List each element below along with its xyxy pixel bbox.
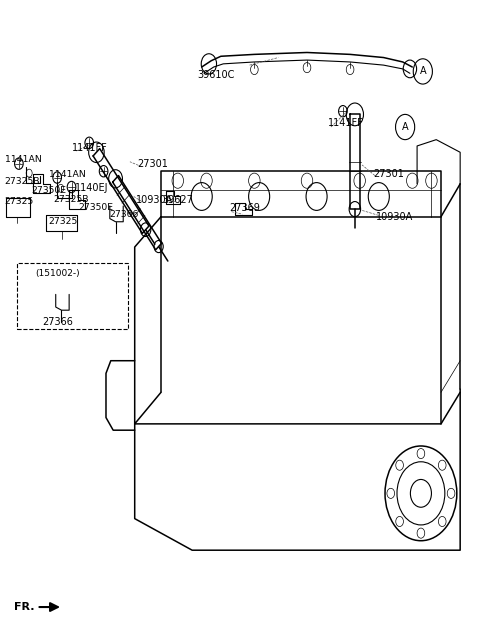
Text: 1141AN: 1141AN [4, 155, 41, 165]
Text: 27325B: 27325B [4, 177, 40, 186]
Text: FR.: FR. [14, 602, 35, 612]
Text: 1141FF: 1141FF [327, 118, 363, 128]
Text: 10930A: 10930A [136, 195, 173, 204]
Text: 27325: 27325 [48, 217, 78, 226]
Text: 27366: 27366 [110, 210, 139, 218]
Text: 27366: 27366 [43, 316, 73, 327]
Text: A: A [420, 66, 426, 77]
Text: 10930A: 10930A [376, 212, 413, 222]
Text: 27350E: 27350E [32, 185, 67, 195]
Text: 27369: 27369 [229, 203, 260, 213]
Text: 39627: 39627 [162, 195, 193, 204]
Text: 27325: 27325 [4, 197, 34, 206]
Text: 39610C: 39610C [197, 70, 235, 80]
FancyBboxPatch shape [17, 263, 128, 329]
Text: A: A [402, 122, 408, 132]
Text: 1140EJ: 1140EJ [75, 184, 108, 193]
Text: 27301: 27301 [373, 170, 404, 179]
Text: 27301: 27301 [137, 159, 168, 168]
Text: 1141FF: 1141FF [72, 143, 107, 153]
Text: 27325B: 27325B [53, 194, 89, 204]
Text: 27350E: 27350E [79, 203, 114, 212]
Text: (151002-): (151002-) [35, 269, 80, 278]
Text: 1141AN: 1141AN [48, 170, 85, 179]
